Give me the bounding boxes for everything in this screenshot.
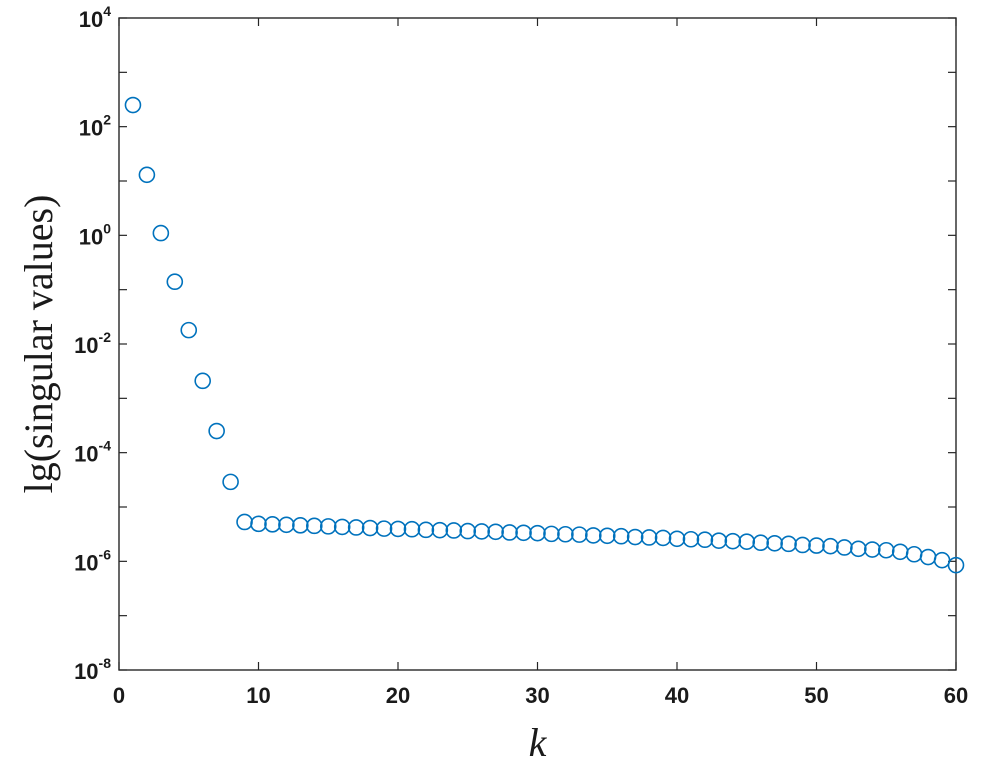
data-point (571, 526, 588, 543)
y-tick-labels: 10-8 10-6 10-4 10-2 100 102 104 (74, 3, 111, 684)
data-point (292, 517, 309, 534)
data-point (738, 533, 756, 550)
y-tick-label: 10-4 (74, 438, 111, 467)
data-point (431, 521, 449, 539)
data-point (933, 551, 951, 569)
data-point (529, 524, 546, 542)
data-point (473, 523, 491, 540)
data-point (236, 513, 253, 531)
x-tick-labels: 0 10 20 30 40 50 60 (113, 683, 968, 708)
x-tick-label: 0 (113, 683, 125, 708)
data-point (612, 527, 630, 545)
data-point (654, 529, 672, 547)
data-point (584, 527, 602, 544)
data-point (752, 534, 770, 552)
y-tick-label: 104 (79, 3, 111, 32)
data-point (138, 166, 156, 184)
plot-frame (118, 17, 957, 671)
data-point (487, 523, 504, 541)
y-tick-label: 102 (79, 112, 111, 141)
data-point (180, 321, 198, 339)
data-point (305, 517, 323, 535)
data-point (250, 515, 267, 533)
data-point (640, 529, 658, 546)
data-point (808, 537, 825, 554)
data-point (278, 516, 295, 534)
data-point (724, 532, 742, 550)
y-tick-label: 10-2 (74, 329, 111, 358)
data-point (152, 224, 170, 242)
data-point (222, 473, 239, 491)
ticks-layer (118, 17, 957, 671)
data-point (459, 522, 477, 540)
data-point (347, 519, 365, 536)
data-point (543, 525, 560, 543)
data-point (877, 541, 895, 559)
data-point (403, 520, 421, 538)
data-point (375, 520, 393, 537)
y-tick-label: 10-8 (74, 655, 111, 684)
data-point (417, 521, 435, 539)
data-point (626, 528, 644, 546)
x-tick-label: 30 (525, 683, 549, 708)
data-point (850, 540, 867, 558)
x-tick-label: 40 (665, 683, 689, 708)
data-point (333, 518, 351, 536)
x-tick-label: 60 (944, 683, 968, 708)
data-point (361, 519, 379, 537)
data-point (794, 536, 811, 554)
data-point (501, 524, 518, 541)
data-markers (124, 96, 965, 574)
data-point (264, 516, 281, 533)
data-point (710, 532, 728, 549)
data-point (124, 96, 142, 114)
x-axis-title: k (529, 720, 548, 765)
data-point (822, 537, 839, 555)
data-point (863, 541, 881, 558)
y-axis-title: lg(singular values) (16, 195, 61, 494)
data-point (319, 518, 337, 535)
data-point (166, 273, 184, 291)
x-tick-label: 50 (804, 683, 828, 708)
data-point (194, 372, 211, 390)
data-point (598, 527, 616, 545)
data-point (947, 556, 965, 574)
data-point (766, 534, 783, 552)
data-point (836, 539, 853, 556)
data-point (682, 530, 700, 548)
data-point (919, 548, 937, 566)
data-point (557, 525, 574, 543)
data-point (780, 535, 797, 553)
y-tick-label: 100 (79, 220, 111, 249)
data-point (696, 531, 714, 549)
data-point (389, 520, 407, 538)
data-point (905, 545, 923, 563)
data-point (445, 522, 463, 539)
data-point (208, 422, 225, 440)
data-point (515, 524, 532, 542)
x-tick-label: 20 (386, 683, 410, 708)
data-point (668, 530, 686, 548)
x-tick-label: 10 (246, 683, 270, 708)
data-point (891, 543, 909, 561)
y-tick-label: 10-6 (74, 546, 111, 575)
